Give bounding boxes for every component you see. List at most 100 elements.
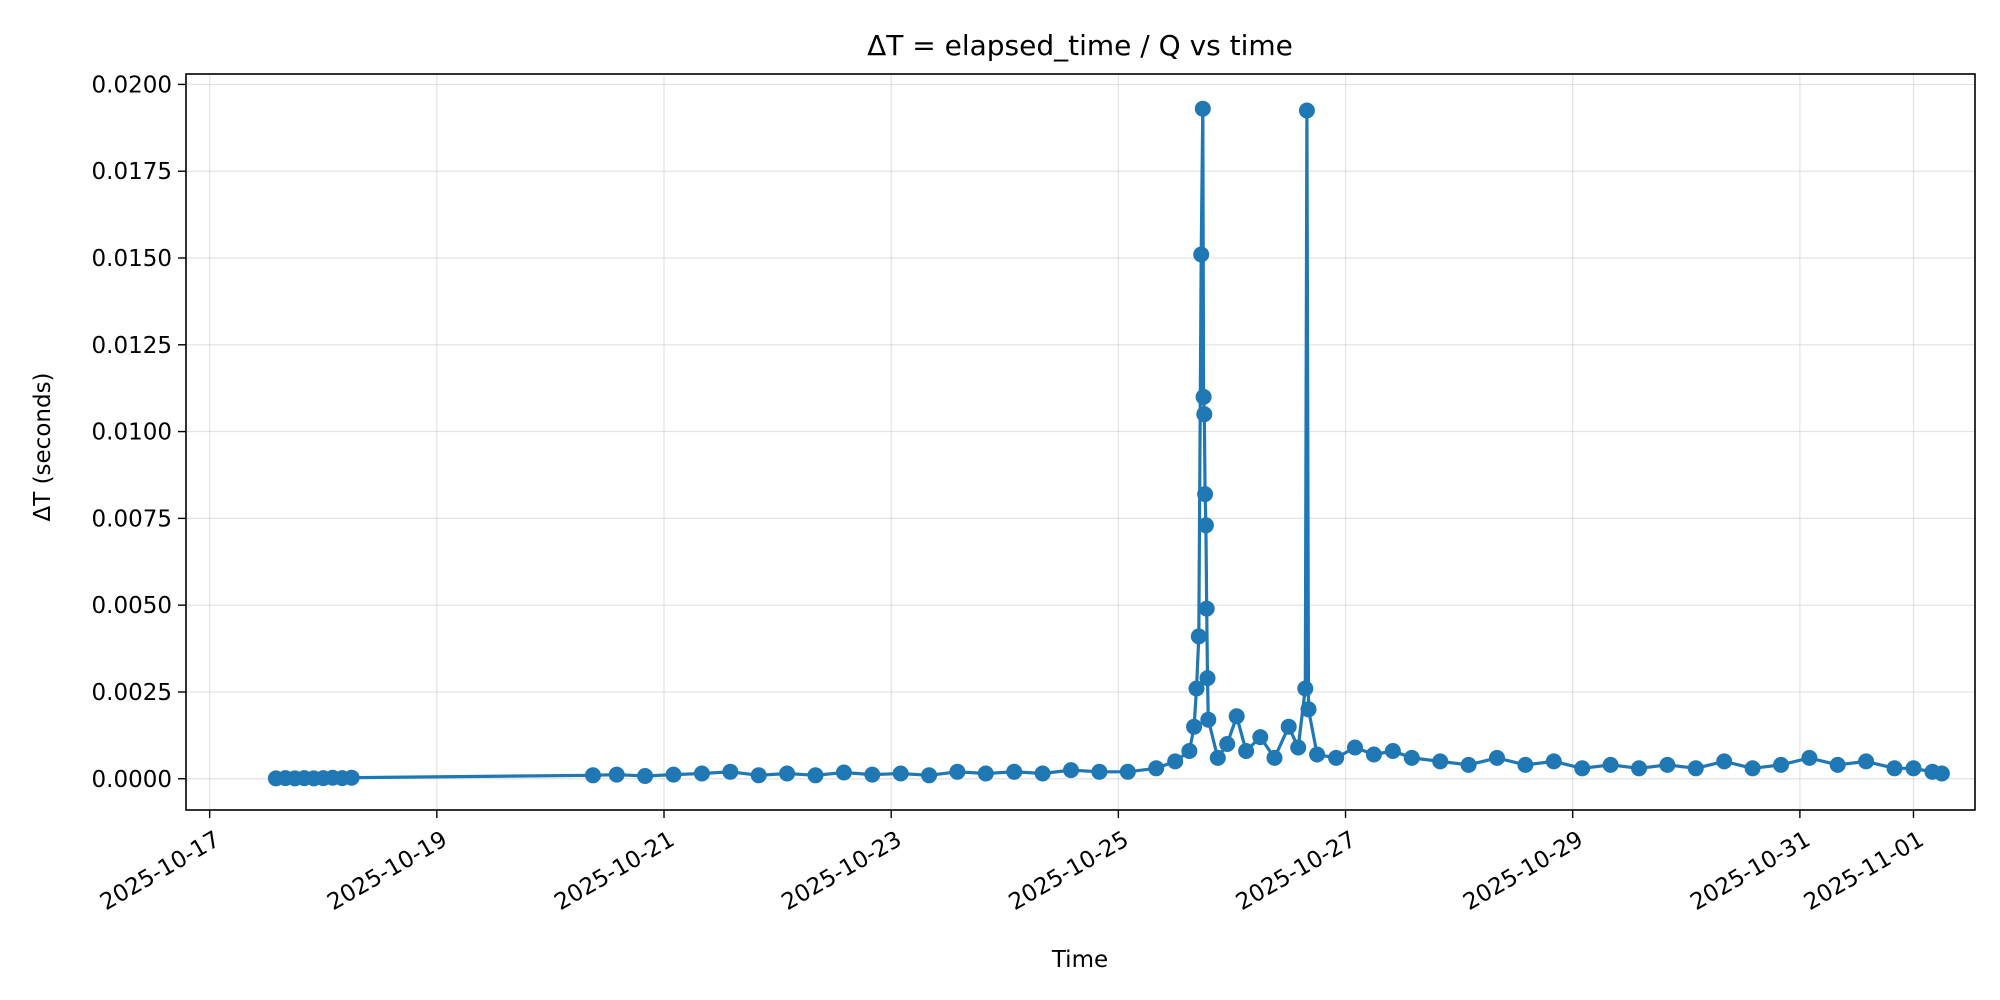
data-point (1744, 760, 1761, 777)
y-tick-label: 0.0175 (92, 159, 172, 185)
data-point (343, 769, 360, 786)
data-point (1197, 486, 1214, 503)
data-point (1886, 760, 1903, 777)
data-point (1196, 406, 1213, 423)
data-point (1194, 100, 1211, 117)
data-point (892, 765, 909, 782)
data-point (1297, 680, 1314, 697)
data-point (1193, 246, 1210, 263)
data-point (1489, 749, 1505, 766)
data-point (1167, 753, 1184, 770)
data-point (1091, 763, 1108, 780)
data-point (1228, 708, 1245, 725)
data-point (1197, 517, 1214, 534)
data-point (1517, 756, 1534, 773)
data-point (1716, 753, 1733, 770)
data-point (1252, 729, 1269, 746)
data-point (1119, 763, 1136, 780)
series-line (275, 107, 1943, 781)
plot-area-frame (185, 73, 1976, 811)
grid-lines (186, 74, 1975, 810)
data-point (1219, 736, 1236, 752)
data-point (608, 766, 625, 783)
chart-title: ΔT = elapsed_time / Q vs time (867, 29, 1293, 62)
data-point (1933, 765, 1950, 782)
data-series (267, 100, 1950, 787)
data-point (1659, 756, 1676, 773)
data-point (1328, 749, 1345, 766)
data-point (1006, 763, 1023, 780)
data-point (1199, 670, 1216, 687)
x-tick-label: 2025-10-27 (1232, 827, 1361, 916)
x-tick-label: 2025-10-29 (1459, 827, 1588, 916)
data-point (1347, 739, 1363, 756)
data-point (1545, 753, 1562, 770)
data-point (1858, 753, 1875, 770)
data-point (750, 767, 767, 784)
x-tick-label: 2025-10-17 (96, 827, 225, 916)
data-point (864, 766, 881, 783)
y-tick-label: 0.0000 (92, 767, 172, 793)
x-tick-label: 2025-10-23 (777, 827, 906, 916)
data-point (807, 767, 824, 784)
data-point (1188, 680, 1205, 697)
y-axis: 0.0000 0.0025 0.0050 0.0075 0.0100 0.0125 0.01… (92, 72, 186, 793)
data-point (1574, 760, 1591, 777)
data-point (835, 764, 852, 781)
data-point (1687, 760, 1704, 777)
data-point (585, 767, 601, 784)
data-point (779, 765, 796, 782)
data-point (1238, 743, 1255, 759)
data-point (977, 765, 994, 782)
data-point (1190, 628, 1207, 645)
data-point (693, 765, 710, 782)
data-point (1290, 739, 1307, 756)
y-tick-label: 0.0100 (92, 420, 172, 446)
data-point (1403, 749, 1420, 766)
data-point (1309, 746, 1326, 763)
data-point (1034, 765, 1051, 782)
data-point (722, 763, 739, 780)
y-tick-label: 0.0050 (92, 593, 172, 619)
data-point (1773, 756, 1789, 773)
data-point (665, 766, 682, 783)
data-point (1186, 718, 1203, 735)
data-point (1905, 760, 1922, 777)
data-point (1063, 762, 1079, 779)
data-point (1298, 102, 1315, 119)
data-point (1300, 701, 1317, 718)
data-point (1631, 760, 1647, 777)
y-tick-label: 0.0025 (92, 680, 172, 706)
data-point (1148, 760, 1165, 777)
x-tick-label: 2025-11-01 (1800, 827, 1929, 916)
y-axis-label: ΔT (seconds) (30, 372, 56, 521)
data-point (1209, 749, 1226, 766)
x-tick-label: 2025-10-19 (323, 827, 452, 916)
y-tick-label: 0.0075 (92, 506, 172, 532)
data-point (1280, 718, 1297, 735)
x-tick-label: 2025-10-21 (550, 827, 679, 916)
data-point (921, 767, 938, 784)
data-point (1432, 753, 1449, 770)
data-point (1266, 749, 1283, 766)
data-point (1195, 388, 1212, 405)
data-point (1829, 756, 1846, 773)
data-point (1181, 743, 1198, 759)
x-tick-label: 2025-10-25 (1005, 827, 1134, 916)
data-point (1365, 746, 1382, 763)
data-point (1200, 711, 1217, 728)
data-point (1602, 756, 1619, 773)
data-point (949, 763, 966, 780)
data-point (1460, 756, 1477, 773)
y-tick-label: 0.0125 (92, 333, 172, 359)
y-tick-label: 0.0200 (92, 72, 172, 98)
data-point (1198, 600, 1215, 617)
y-tick-label: 0.0150 (92, 246, 172, 272)
x-axis: 2025-10-17 2025-10-19 2025-10-21 2025-10-23… (96, 810, 1929, 916)
data-point (1801, 749, 1818, 766)
x-axis-label: Time (1051, 947, 1108, 973)
data-point (1384, 743, 1401, 759)
x-tick-label: 2025-10-31 (1686, 827, 1815, 916)
data-point (637, 768, 654, 784)
